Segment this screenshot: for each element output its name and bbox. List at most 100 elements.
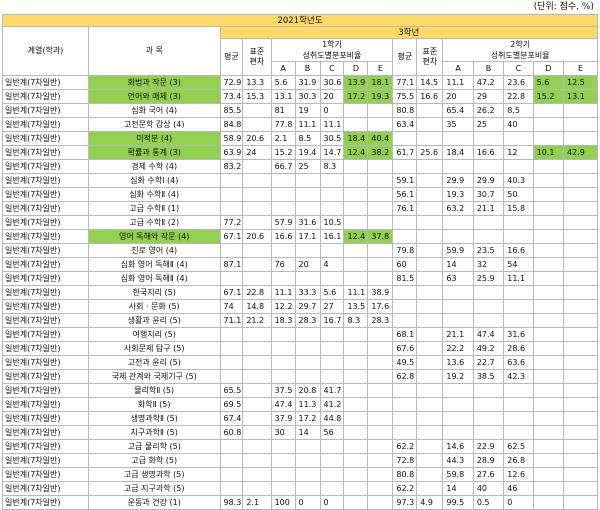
sem2-d-cell xyxy=(532,369,565,384)
sem1-a-cell xyxy=(270,481,296,496)
sem1-sd-cell: 15.3 xyxy=(242,89,272,104)
sem1-e-cell xyxy=(367,481,394,496)
table-row: 일반계(7차일반) 고전문학 감상 (4) 84.8 77.8 11.1 11.1 63.4… xyxy=(2,117,598,132)
sem2-sd-cell xyxy=(416,467,444,482)
sem1-b-cell xyxy=(294,453,321,468)
sem1-a-cell: 57.9 xyxy=(270,215,296,230)
sem1-sd-cell xyxy=(242,159,272,174)
dept-cell: 일반계(7차일반) xyxy=(2,481,89,496)
sem1-c-cell: 14.7 xyxy=(319,145,345,160)
sem1-e-cell: 40.4 xyxy=(367,131,394,146)
sem2-c-cell xyxy=(503,397,534,412)
sem1-grade-d: D xyxy=(343,61,369,76)
sem1-e-cell xyxy=(367,327,394,342)
sem2-avg-cell: 79.8 xyxy=(392,243,418,258)
table-row: 일반계(7차일반) 확률과 통계 (3) 63.9 24 15.2 19.4 14.7 12.… xyxy=(2,145,598,160)
dept-cell: 일반계(7차일반) xyxy=(2,369,89,384)
sem2-e-cell xyxy=(563,271,598,286)
subject-cell: 경제 수학 (4) xyxy=(87,159,221,174)
year-header: 2021학년도 xyxy=(2,14,598,27)
sem2-sd-line1: 표준 xyxy=(422,47,438,56)
sem2-c-cell: 40.3 xyxy=(503,173,534,188)
dept-cell: 일반계(7차일반) xyxy=(2,243,89,258)
sem1-d-cell xyxy=(343,341,369,356)
sem2-e-cell xyxy=(563,425,598,440)
sem1-e-cell xyxy=(367,271,394,286)
subject-cell: 심화 수학Ⅰ (4) xyxy=(87,173,221,188)
sem1-dist-label: 성취도별분포비율 xyxy=(302,51,362,60)
table-row: 일반계(7차일반) 고전과 윤리 (5) 49.5 13.6 22.7 63.6 xyxy=(2,355,598,370)
sem1-b-cell: 0 xyxy=(294,495,321,510)
sem2-a-cell xyxy=(442,383,474,398)
sem1-c-cell xyxy=(319,341,345,356)
subject-cell: 여행지리 (5) xyxy=(87,327,221,342)
sem1-d-cell xyxy=(343,201,369,216)
sem1-a-cell xyxy=(270,243,296,258)
sem1-b-cell: 14 xyxy=(294,425,321,440)
sem1-a-cell: 47.4 xyxy=(270,397,296,412)
subject-cell: 고급 수학Ⅱ (1) xyxy=(87,201,221,216)
sem2-c-cell: 46 xyxy=(503,481,534,496)
sem1-e-cell xyxy=(367,383,394,398)
sem1-d-cell xyxy=(343,383,369,398)
sem2-b-cell: 47.2 xyxy=(472,75,505,90)
sem1-sd-cell xyxy=(242,411,272,426)
table-row: 일반계(7차일반) 고급 수학Ⅱ (1) 76.1 63.2 21.1 15.8 xyxy=(2,201,598,216)
sem1-c-cell xyxy=(319,187,345,202)
sem2-e-cell xyxy=(563,229,598,244)
sem1-a-cell xyxy=(270,341,296,356)
sem2-e-cell xyxy=(563,117,598,132)
sem2-sd-cell xyxy=(416,313,444,328)
table-body: 일반계(7차일반) 화법과 작문 (3) 72.9 13.3 5.6 31.9 30.6 13… xyxy=(2,75,598,510)
sem2-avg-cell: 80.8 xyxy=(392,103,418,118)
sem2-d-cell xyxy=(532,257,565,272)
sem1-avg-cell: 65.5 xyxy=(219,383,244,398)
sem1-d-cell xyxy=(343,271,369,286)
sem2-b-cell: 32 xyxy=(472,257,505,272)
sem1-e-cell: 28.3 xyxy=(367,313,394,328)
dept-cell: 일반계(7차일반) xyxy=(2,271,89,286)
table-row: 일반계(7차일반) 화법과 작문 (3) 72.9 13.3 5.6 31.9 30.6 13… xyxy=(2,75,598,90)
sem1-sd-cell xyxy=(242,257,272,272)
sem1-e-cell: 19.3 xyxy=(367,89,394,104)
grade-header: 3학년 xyxy=(219,26,598,39)
sem2-avg-cell: 62.8 xyxy=(392,369,418,384)
sem2-b-cell: 16.6 xyxy=(472,145,505,160)
table-row: 일반계(7차일반) 물리학Ⅱ (5) 65.5 37.5 20.8 41.7 xyxy=(2,383,598,398)
sem2-sd-header: 표준 편차 xyxy=(416,38,444,76)
sem1-d-cell xyxy=(343,103,369,118)
sem2-avg-cell xyxy=(392,229,418,244)
sem1-sd-cell xyxy=(242,355,272,370)
sem2-sd-cell xyxy=(416,187,444,202)
table-row: 일반계(7차일반) 고급 화학 (5) 72.8 44.3 28.9 26.8 xyxy=(2,453,598,468)
sem2-avg-cell xyxy=(392,383,418,398)
sem1-avg-cell: 73.4 xyxy=(219,89,244,104)
sem1-c-cell: 11.1 xyxy=(319,117,345,132)
sem1-e-cell: 38.9 xyxy=(367,285,394,300)
sem1-d-cell xyxy=(343,187,369,202)
table-row: 일반계(7차일반) 경제 수학 (4) 83.2 66.7 25 8.3 xyxy=(2,159,598,174)
sem2-grade-e: E xyxy=(563,61,598,76)
table-row: 일반계(7차일반) 사회문제 탐구 (5) 67.6 22.2 49.2 28.6 xyxy=(2,341,598,356)
subject-cell: 생명과학Ⅱ (5) xyxy=(87,411,221,426)
sem1-avg-cell xyxy=(219,201,244,216)
sem2-d-cell xyxy=(532,327,565,342)
sem2-d-cell xyxy=(532,411,565,426)
sem1-a-cell: 100 xyxy=(270,495,296,510)
table-row: 일반계(7차일반) 국제 관계와 국제기구 (5) 62.8 19.2 38.5 42.3 xyxy=(2,369,598,384)
sem2-e-cell xyxy=(563,411,598,426)
sem1-a-cell: 30 xyxy=(270,425,296,440)
sem1-avg-cell: 98.3 xyxy=(219,495,244,510)
achievement-table: 2021학년도 계열(학과) 과 목 3학년 평균 표준 편차 1학기 성취도별분포… xyxy=(2,14,598,510)
table-row: 일반계(7차일반) 심화 영어 독해Ⅱ (4) 81.5 63 25.9 11.1 xyxy=(2,271,598,286)
sem1-e-cell: 38.2 xyxy=(367,145,394,160)
sem1-avg-cell xyxy=(219,271,244,286)
sem2-d-cell xyxy=(532,355,565,370)
subject-cell: 확률과 통계 (3) xyxy=(87,145,221,160)
sem1-avg-cell: 69.5 xyxy=(219,397,244,412)
sem1-b-cell: 19 xyxy=(294,103,321,118)
sem1-c-cell: 16.1 xyxy=(319,229,345,244)
sem1-b-cell: 31.6 xyxy=(294,215,321,230)
sem2-a-cell: 14 xyxy=(442,257,474,272)
sem1-sd-cell xyxy=(242,397,272,412)
